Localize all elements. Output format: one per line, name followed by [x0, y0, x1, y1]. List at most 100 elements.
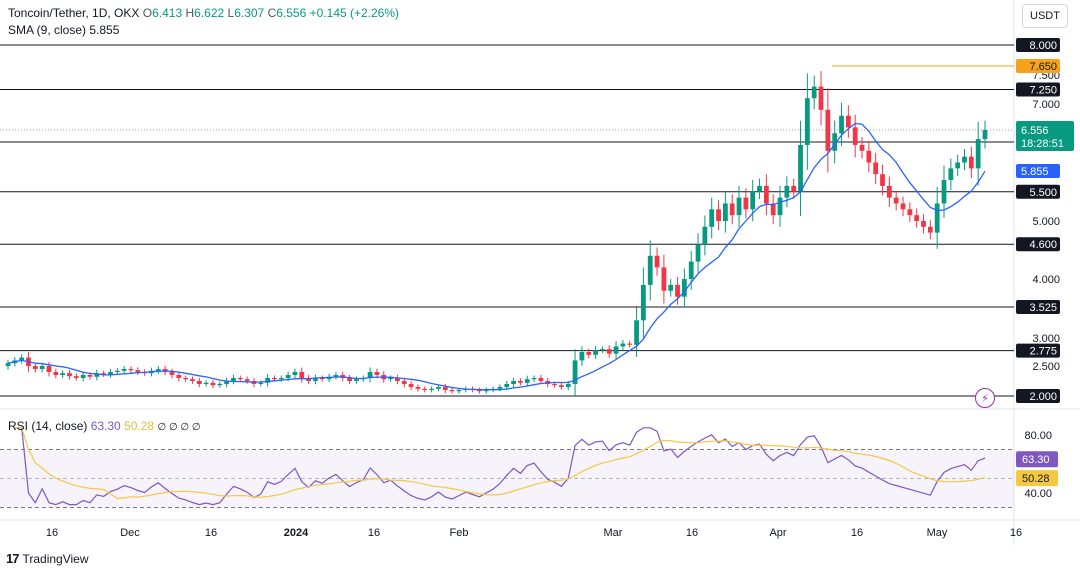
countdown-label: 18:28:51 [1021, 138, 1064, 150]
candle-19 [135, 370, 141, 372]
candle-75 [518, 381, 523, 383]
candle-51 [354, 379, 359, 381]
candle-131 [900, 203, 906, 210]
candle-62 [429, 388, 434, 390]
candle-105 [722, 203, 728, 221]
level-tag-label-6: 3.525 [1029, 302, 1057, 314]
candle-92 [634, 320, 639, 345]
high-value: 6.622 [194, 6, 225, 20]
rsi-value: 63.30 [90, 419, 121, 433]
candle-80 [552, 384, 557, 386]
candle-139 [955, 162, 961, 169]
candle-74 [511, 381, 516, 384]
candle-100 [688, 261, 694, 279]
candle-94 [647, 255, 653, 285]
sma-line [7, 122, 986, 391]
rsi-ma-tag [1016, 470, 1058, 487]
candle-125 [859, 144, 865, 151]
candle-42 [292, 372, 298, 375]
tradingview-logo-icon: 17 [6, 551, 20, 566]
candle-40 [278, 378, 284, 380]
candle-116 [798, 144, 803, 192]
candle-50 [347, 378, 352, 381]
rsi-label: RSI (14, close) [8, 419, 88, 433]
change-value: +0.145 (+2.26%) [309, 6, 400, 20]
candle-132 [907, 209, 913, 216]
candle-29 [203, 382, 209, 384]
current-price-label: 6.556 [1021, 125, 1049, 137]
level-tag-label-1: 7.650 [1029, 61, 1057, 73]
candle-34 [237, 378, 243, 380]
sma-tag-label: 5.855 [1021, 166, 1049, 178]
level-tag-0 [1016, 38, 1060, 52]
time-tick-label-3: 2024 [284, 527, 309, 539]
candle-69 [477, 390, 482, 392]
candle-13 [94, 373, 100, 377]
candle-93 [641, 284, 646, 321]
candle-0 [5, 363, 11, 367]
candle-17 [121, 369, 127, 371]
close-value: 6.556 [276, 6, 307, 20]
close-label: C [267, 6, 277, 20]
candle-33 [231, 378, 236, 381]
candle-24 [169, 372, 175, 375]
sma-legend[interactable]: SMA (9, close) 5.855 [8, 23, 119, 37]
candle-14 [101, 373, 107, 375]
candle-117 [804, 98, 810, 145]
candle-101 [695, 244, 701, 262]
level-tag-label-7: 2.775 [1029, 346, 1057, 358]
open-value: 6.413 [152, 6, 183, 20]
candle-88 [606, 349, 612, 354]
price-tick-label-2: 4.000 [1032, 274, 1060, 286]
candle-112 [770, 203, 776, 216]
currency-button[interactable]: USDT [1022, 4, 1068, 28]
candle-25 [176, 375, 182, 378]
time-tick-label-9: 16 [851, 527, 863, 539]
candle-114 [784, 185, 790, 198]
time-tick-label-0: 16 [46, 527, 58, 539]
candle-142 [975, 139, 981, 169]
candle-9 [67, 373, 72, 377]
candle-66 [456, 390, 462, 392]
candle-77 [531, 378, 537, 380]
rsi-ma-tag-label: 50.28 [1022, 473, 1050, 485]
flash-icon[interactable]: ⚡ [975, 388, 995, 408]
candle-123 [845, 115, 851, 128]
level-tag-7 [1016, 343, 1060, 358]
candle-58 [401, 381, 407, 384]
rsi-legend[interactable]: RSI (14, close) 63.30 50.28 ∅ ∅ ∅ ∅ [8, 419, 201, 433]
candle-45 [313, 378, 318, 381]
level-tag-label-4: 5.500 [1029, 187, 1057, 199]
candle-63 [436, 387, 441, 389]
candle-64 [442, 387, 448, 390]
candle-78 [538, 378, 544, 381]
candle-110 [757, 185, 762, 192]
tradingview-brand[interactable]: 17 TradingView [6, 551, 89, 566]
level-tag-8 [1016, 389, 1060, 403]
symbol-legend: Toncoin/Tether, 1D, OKX O6.413 H6.622 L6… [8, 6, 399, 20]
time-tick-label-11: 16 [1010, 527, 1022, 539]
candle-82 [565, 384, 571, 387]
rsi-line [14, 427, 986, 506]
candle-91 [627, 343, 633, 345]
level-tag-label-0: 8.000 [1029, 40, 1057, 52]
time-tick-label-2: 16 [205, 527, 217, 539]
level-tag-4 [1016, 184, 1060, 199]
candle-10 [73, 376, 79, 378]
candle-127 [873, 162, 879, 175]
candle-83 [572, 360, 578, 384]
candle-26 [183, 378, 189, 380]
sma-tag [1016, 163, 1060, 178]
symbol-title: Toncoin/Tether, 1D, OKX [8, 6, 140, 20]
candle-133 [914, 215, 920, 221]
sma-label: SMA (9, close) [8, 23, 87, 37]
candle-99 [681, 279, 687, 297]
candle-60 [415, 387, 421, 389]
high-label: H [185, 6, 195, 20]
candle-143 [982, 129, 988, 140]
candle-126 [866, 150, 872, 163]
time-tick-label-7: 16 [686, 527, 698, 539]
candle-106 [729, 203, 735, 216]
candle-115 [791, 185, 797, 192]
